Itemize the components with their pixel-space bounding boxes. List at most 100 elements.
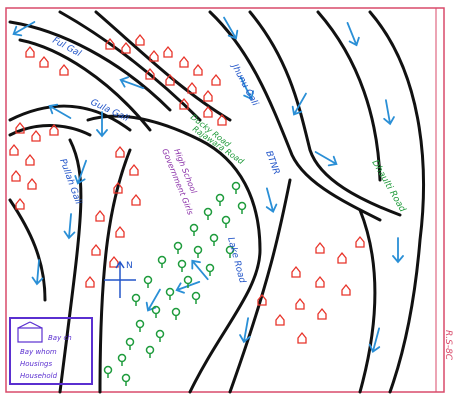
arrow-icon <box>383 99 395 126</box>
road-edge-9 <box>8 104 132 132</box>
arrow-icon <box>63 213 76 240</box>
corner-code: R.S-8C <box>443 330 453 361</box>
house-icon <box>341 283 351 296</box>
house-icon <box>315 275 325 288</box>
house-icon <box>315 241 325 254</box>
house-icon <box>49 123 59 136</box>
arrow-icon <box>291 92 307 116</box>
tree-icon <box>125 337 135 350</box>
tree-icon <box>193 245 203 258</box>
house-icon <box>179 97 189 110</box>
tree-icon <box>151 305 161 318</box>
house-icon <box>297 331 307 344</box>
arrow-icon <box>368 327 381 353</box>
road-edge-16 <box>358 208 377 394</box>
house-icon <box>187 81 197 94</box>
house-icon <box>145 67 155 80</box>
tree-icon <box>237 201 247 214</box>
tree-icon <box>103 365 113 378</box>
tree-icon <box>173 241 183 254</box>
arrow-icon <box>392 237 404 264</box>
legend-line-3: Housings <box>20 360 52 368</box>
arrow-icon <box>239 317 251 344</box>
tree-icon <box>191 291 201 304</box>
tree-icon <box>189 223 199 236</box>
tree-icon <box>135 319 145 332</box>
house-icon <box>121 41 131 54</box>
road-edge-13 <box>58 138 83 394</box>
road-edge-6 <box>248 10 402 217</box>
house-icon <box>11 169 21 182</box>
road-edge-2 <box>18 38 152 132</box>
house-icon <box>203 105 213 118</box>
tree-icon <box>171 307 181 320</box>
arrow-icon <box>191 259 209 281</box>
house-icon <box>317 307 327 320</box>
road-edge-7 <box>316 10 382 182</box>
tree-icon <box>177 259 187 272</box>
tree-icon <box>121 373 131 386</box>
house-icon <box>217 113 227 126</box>
arrow-icon <box>31 259 44 286</box>
arrow-icon <box>223 16 239 40</box>
house-icon <box>113 181 123 194</box>
tree-icon <box>231 181 241 194</box>
arrow-icon <box>119 76 145 90</box>
house-icon <box>15 121 25 134</box>
tree-icon <box>145 345 155 358</box>
house-icon <box>355 235 365 248</box>
house-icon <box>91 243 101 256</box>
house-icon <box>135 33 145 46</box>
road-edge-12 <box>228 178 292 394</box>
house-icon <box>129 163 139 176</box>
road-edge-15 <box>98 148 132 394</box>
house-icon <box>95 209 105 222</box>
tree-icon <box>131 293 141 306</box>
flow-arrows <box>12 16 404 353</box>
legend-box <box>9 317 93 385</box>
tree-icon <box>205 263 215 276</box>
house-icon <box>9 143 19 156</box>
trees <box>103 181 247 386</box>
house-icon <box>257 293 267 306</box>
tree-icon <box>155 329 165 342</box>
house-icon <box>203 89 213 102</box>
house-icon <box>149 49 159 62</box>
house-icon <box>179 55 189 68</box>
house-icon <box>85 275 95 288</box>
house-icon <box>165 73 175 86</box>
house-icon <box>59 63 69 76</box>
house-icon <box>295 297 305 310</box>
house-icon <box>275 313 285 326</box>
road-edge-11 <box>86 114 262 394</box>
house-icon <box>25 45 35 58</box>
tree-icon <box>215 193 225 206</box>
arrow-icon <box>96 111 108 138</box>
tree-icon <box>209 233 219 246</box>
house-icon <box>105 37 115 50</box>
map-border <box>5 7 445 393</box>
arrow-icon <box>74 159 88 185</box>
house-icon <box>15 197 25 210</box>
tree-icon <box>157 255 167 268</box>
road-edge-5 <box>208 10 382 222</box>
tree-icon <box>143 275 153 288</box>
house-icon <box>211 73 221 86</box>
arrow-icon <box>48 103 72 119</box>
arrow-icon <box>346 21 360 47</box>
tree-icon <box>203 207 213 220</box>
legend-line-2: Bay whom <box>20 348 57 356</box>
house-icon <box>27 177 37 190</box>
tree-icon <box>117 353 127 366</box>
road-edge-8 <box>368 10 425 394</box>
road-edge-4 <box>94 10 232 122</box>
house-icon <box>193 63 203 76</box>
house-icon <box>115 145 125 158</box>
arrow-icon <box>12 21 36 37</box>
house-icon <box>115 225 125 238</box>
arrow-icon <box>239 76 255 101</box>
tree-icon <box>183 275 193 288</box>
arrow-icon <box>265 187 278 213</box>
house-icon <box>291 265 301 278</box>
